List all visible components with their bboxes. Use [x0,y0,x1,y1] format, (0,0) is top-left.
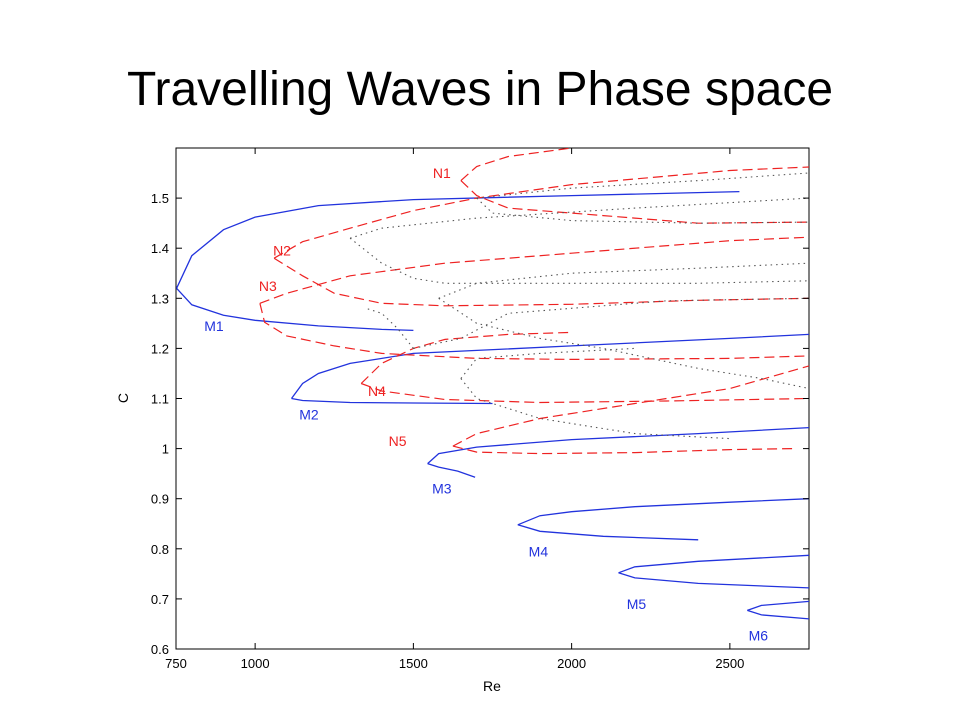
branch-label-n5: N5 [389,433,407,449]
series-n1-lower-branch [460,180,810,224]
series-n1-upper-branch [460,147,572,182]
x-tick-label: 1500 [399,656,428,671]
x-tick-label: 2500 [715,656,744,671]
series-n4-upper-branch [360,331,572,384]
x-tick-label: 750 [165,656,187,671]
axis-layer: 750 1000 1500 2000 2500 0.6 0.7 0.8 0.9 1 1.1 1.2 1.… [151,148,809,671]
series-layer: M1 M2 M3 M4 M5 M6 N1 N2 N3 N4 N5 [176,147,810,643]
y-tick-label: 1.4 [151,241,169,256]
branch-label-n4: N4 [368,383,386,399]
y-tick-label: 1.3 [151,291,169,306]
series-m5-upper-branch [618,554,810,574]
series-m6-upper-branch [747,600,810,612]
series-n5-lower-branch [452,445,794,455]
branch-label-m1: M1 [204,318,224,334]
series-m5-lower-branch [618,572,810,589]
y-tick-label: 0.9 [151,492,169,507]
series-m6-lower-branch [747,609,810,620]
series-dotted-13-lower-branch [438,297,810,390]
series-m3-lower-branch [427,462,476,478]
branch-label-m5: M5 [627,596,647,612]
series-dotted-14-lower-branch [365,307,414,349]
branch-label-m2: M2 [299,407,319,423]
y-tick-label: 1.2 [151,341,169,356]
x-tick-label: 2000 [557,656,586,671]
y-tick-label: 1.1 [151,392,169,407]
y-tick-label: 0.7 [151,592,169,607]
series-n5-upper-branch [452,365,810,447]
branch-label-m4: M4 [529,543,549,559]
y-tick-label: 1.5 [151,191,169,206]
series-m4-upper-branch [517,498,810,526]
slide-title: Travelling Waves in Phase space [126,63,834,116]
series-dotted-11-lower-branch [476,197,810,224]
series-dotted-12-lower-branch [349,197,810,239]
y-tick-label: 0.8 [151,542,169,557]
series-n2-lower-branch [273,257,810,307]
x-tick-label: 1000 [241,656,270,671]
series-m1-lower-branch [176,287,414,332]
plot-area [175,147,810,650]
y-tick-label: 1 [162,442,169,457]
series-m2-lower-branch [291,397,493,405]
series-n4-lower-branch [360,382,810,404]
series-m2-upper-branch [290,333,810,399]
series-m3-upper-branch [427,426,810,465]
x-axis-label: Re [483,678,501,694]
series-n2-upper-branch [273,166,810,259]
branch-label-n1: N1 [433,165,451,181]
series-m1-upper-branch [176,190,740,289]
series-dotted-15-lower-branch [460,378,730,440]
branch-label-n2: N2 [273,243,291,259]
branch-label-m3: M3 [432,481,452,497]
y-axis-label: C [115,393,131,403]
branch-label-n3: N3 [259,278,277,294]
series-m4-lower-branch [517,524,699,541]
y-tick-label: 0.6 [151,642,169,657]
series-n3-lower-branch [259,303,810,361]
branch-label-m6: M6 [749,627,769,643]
